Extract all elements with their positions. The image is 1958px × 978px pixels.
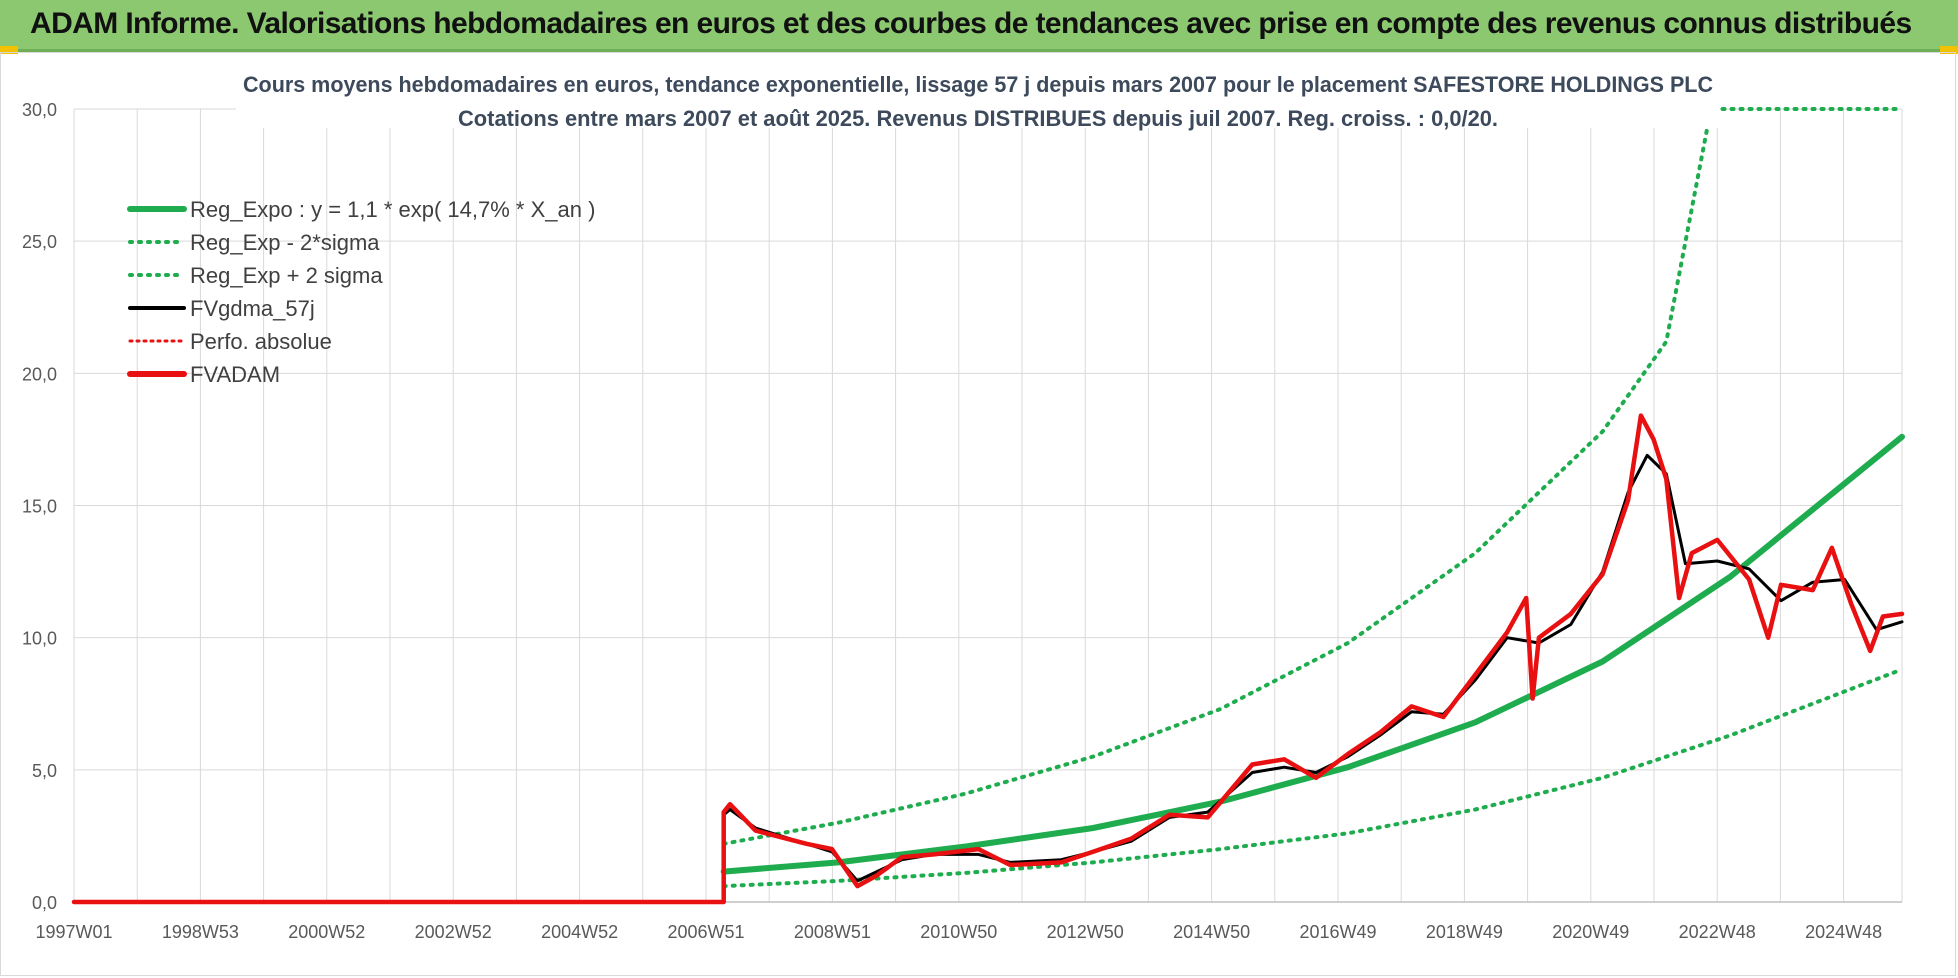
corner-marker-right	[1940, 46, 1958, 54]
y-tick-label: 25,0	[22, 232, 57, 252]
y-tick-label: 5,0	[32, 761, 57, 781]
x-tick-label: 2006W51	[667, 922, 744, 942]
title-backdrop	[236, 62, 1720, 128]
legend: Reg_Expo : y = 1,1 * exp( 14,7% * X_an )…	[127, 197, 595, 387]
x-tick-label: 2014W50	[1173, 922, 1250, 942]
x-tick-label: 2018W49	[1426, 922, 1503, 942]
x-tick-label: 2002W52	[415, 922, 492, 942]
y-tick-label: 10,0	[22, 629, 57, 649]
x-axis-ticks: 1997W01 1998W53 2000W52 2002W52 2004W52 2006W…	[35, 922, 1882, 942]
chart-title-line2: Cotations entre mars 2007 et août 2025. …	[458, 106, 1498, 131]
legend-label: FVADAM	[190, 362, 280, 387]
y-tick-label: 15,0	[22, 497, 57, 517]
y-tick-label: 30,0	[22, 100, 57, 120]
y-tick-label: 20,0	[22, 364, 57, 384]
y-tick-label: 0,0	[32, 893, 57, 913]
x-tick-label: 2024W48	[1805, 922, 1882, 942]
x-tick-label: 1998W53	[162, 922, 239, 942]
corner-marker-left	[0, 46, 18, 54]
legend-label: Perfo. absolue	[190, 329, 332, 354]
page-title: ADAM Informe. Valorisations hebdomadaire…	[30, 7, 1912, 40]
series-reg-exp-plus-2sigma	[721, 107, 1904, 846]
x-tick-label: 2000W52	[288, 922, 365, 942]
legend-label: Reg_Expo : y = 1,1 * exp( 14,7% * X_an )	[190, 197, 595, 222]
series-group	[71, 107, 1905, 905]
header-banner: ADAM Informe. Valorisations hebdomadaire…	[0, 0, 1958, 52]
x-tick-label: 2012W50	[1047, 922, 1124, 942]
legend-label: FVgdma_57j	[190, 296, 315, 321]
series-reg-exp-minus-2sigma	[721, 667, 1904, 889]
x-tick-label: 1997W01	[35, 922, 112, 942]
x-tick-label: 2016W49	[1299, 922, 1376, 942]
series-reg-expo	[720, 433, 1905, 875]
chart-title-line1: Cours moyens hebdomadaires en euros, ten…	[243, 72, 1713, 97]
series-fvadam	[71, 413, 1905, 905]
x-tick-label: 2022W48	[1679, 922, 1756, 942]
x-tick-label: 2008W51	[794, 922, 871, 942]
chart: 0,0 5,0 10,0 15,0 20,0 25,0 30,0 1997W01 1998W5…	[22, 62, 1905, 942]
legend-label: Reg_Exp - 2*sigma	[190, 230, 380, 255]
y-axis-ticks: 0,0 5,0 10,0 15,0 20,0 25,0 30,0	[22, 100, 57, 913]
x-tick-label: 2004W52	[541, 922, 618, 942]
x-tick-label: 2020W49	[1552, 922, 1629, 942]
series-fvgdma-57j	[722, 453, 1904, 883]
x-tick-label: 2010W50	[920, 922, 997, 942]
legend-label: Reg_Exp + 2 sigma	[190, 263, 383, 288]
